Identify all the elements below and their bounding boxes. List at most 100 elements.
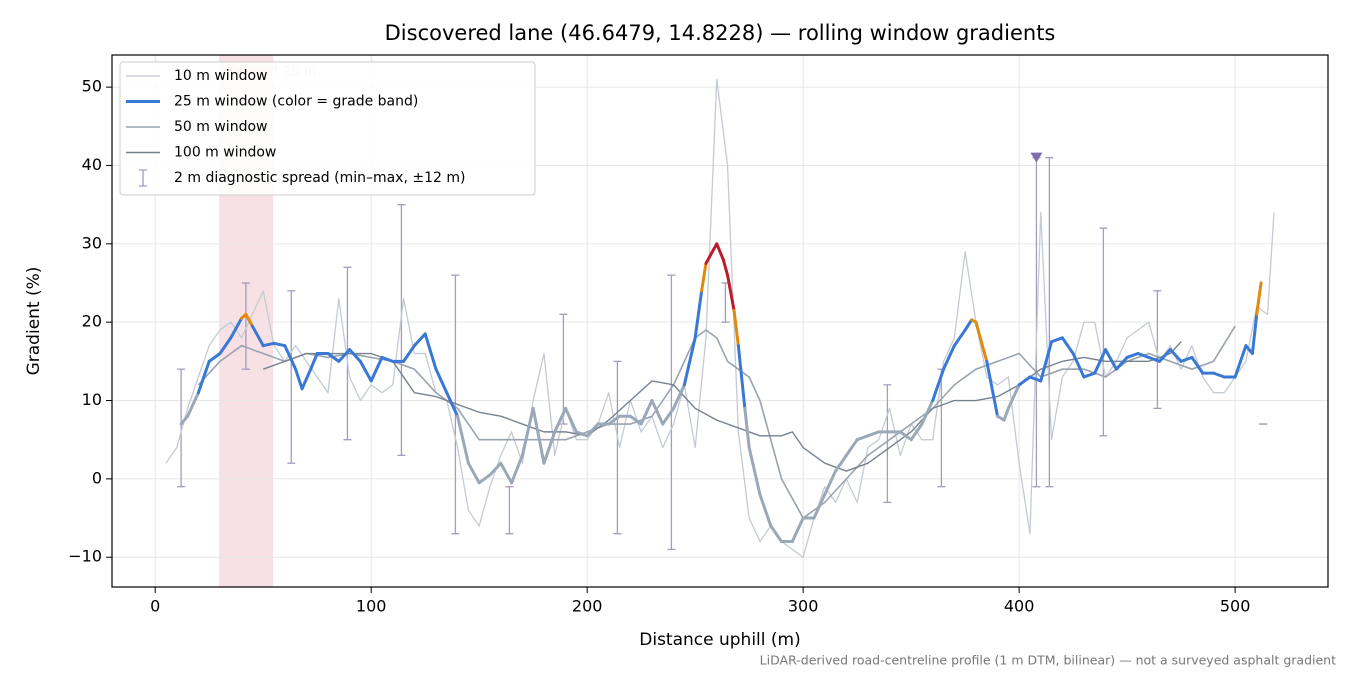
error-bar [1045,156,1054,488]
line-segment [985,359,1000,418]
line-segment [1147,355,1162,363]
line-segment [1039,340,1054,383]
error-bar [451,274,460,535]
line [165,78,1275,558]
line-segment [300,367,313,391]
line-segment [423,332,438,371]
line-segment [1071,352,1086,379]
line-segment [186,391,200,418]
chart-title: Discovered lane (46.6479, 14.8228) — rol… [385,21,1056,45]
line-segment [309,352,319,371]
line-segment [574,430,589,438]
line-segment [1082,371,1097,379]
line-segment [510,453,524,485]
error-bar [287,290,296,464]
line-segment [790,516,805,544]
line-segment [1250,312,1259,356]
error-bar [1153,290,1162,410]
line-segment [963,318,974,332]
line-segment [661,406,676,426]
x-axis-label: Distance uphill (m) [639,630,800,650]
line-segment [1060,336,1075,356]
error-bar [505,486,514,535]
error-bar [613,360,622,535]
line-segment [898,430,913,442]
line-segment [1050,336,1064,344]
line-segment [1028,375,1043,383]
legend-label: 10 m window [174,68,267,84]
line-segment [974,320,989,363]
line-segment [732,308,740,348]
line-segment [207,352,222,363]
line-segment [445,391,460,418]
line-segment [931,367,946,403]
legend-label: 100 m window [174,145,276,161]
line-segment [834,453,848,473]
line-segment [520,406,535,457]
line-segment [348,348,362,363]
line-segment [326,352,341,363]
line-segment [283,344,298,371]
line-segment [855,434,870,442]
line-segment [1017,375,1032,387]
error-bar [1099,227,1108,437]
line-segment [477,473,492,485]
line-segment [358,359,373,383]
line-segment [564,406,578,434]
legend-swatch [139,169,147,187]
line-segment [531,406,546,465]
line-segment [337,348,352,363]
x-tick-label: 200 [572,597,603,616]
line-segment [1104,348,1118,371]
line-segment [196,359,211,395]
line-segment [920,399,935,426]
error-bar [883,384,892,504]
y-tick-label: 20 [82,312,102,331]
y-tick-label: 50 [82,77,102,96]
line-segment [229,316,244,340]
line-segment [1255,281,1263,316]
line-segment [380,355,395,363]
line-segment [456,414,470,465]
line [262,341,1182,472]
line-segment [736,344,747,410]
line-segment [747,446,762,497]
marker [1030,152,1043,163]
line-segment [812,493,827,520]
error-bar [721,282,730,323]
line-segment [412,332,427,348]
line-segment [693,289,704,340]
line-segment [1002,406,1010,422]
x-tick-label: 0 [150,597,160,616]
line-segment [721,257,730,277]
line-segment [672,383,686,410]
line-segment [1158,348,1172,363]
line-segment [250,324,265,348]
line-segment [1190,355,1205,375]
error-bar [241,282,250,370]
line-segment [1168,348,1183,363]
line-segment [952,328,967,348]
footnote: LiDAR-derived road-centreline profile (1… [760,653,1336,668]
legend-label: 50 m window [174,119,267,135]
legend-label: 2 m diagnostic spread (min–max, ±12 m) [174,170,465,186]
line-segment [261,341,276,348]
line-segment [402,344,416,363]
line-segment [434,367,449,395]
line-segment [844,438,859,457]
x-tick-label: 300 [788,597,819,616]
line-segment [294,367,304,391]
error-bar [177,368,186,488]
legend-label: 25 m window (color = grade band) [174,94,418,110]
line-segment [743,406,751,450]
line-segment [244,312,254,328]
line-segment [1114,355,1129,371]
x-tick-label: 400 [1004,597,1035,616]
line-segment [758,493,773,528]
line-segment [553,406,568,434]
line-segment [466,461,481,485]
y-tick-label: 0 [92,468,102,487]
y-axis-label: Gradient (%) [24,267,44,376]
line-segment [1006,383,1021,410]
